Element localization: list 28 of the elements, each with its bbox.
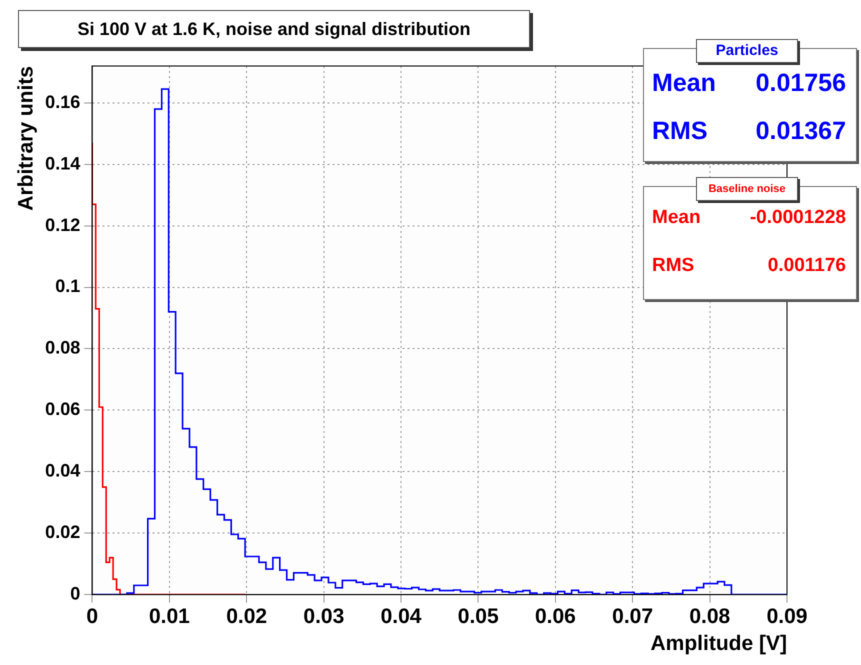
text: RMS 0.01367 [652,117,846,145]
y-tick-label: 0.16 [45,92,80,112]
x-axis-title: Amplitude [V] [650,632,787,656]
y-tick-label: 0.12 [45,214,80,235]
x-tick-label: 0.06 [534,604,576,628]
text: Particles [696,39,798,63]
y-tick-label: 0.02 [45,522,80,542]
chart-title: Si 100 V at 1.6 K, noise and signal distribution [18,10,530,48]
y-tick-label: 0.04 [45,460,80,481]
x-tick-label: 0.08 [689,604,731,628]
y-tick-label: 0.06 [45,399,80,420]
x-tick-label: 0.07 [612,604,654,628]
text: RMS 0.001176 [652,255,846,276]
y-tick-label: 0 [70,584,80,604]
x-tick-label: 0.03 [303,604,344,628]
y-tick-label: 0.1 [55,276,80,296]
y-axis-title: Arbitrary units [14,66,38,211]
text: Baseline noise [696,177,798,201]
text: Mean -0.0001228 [652,207,846,228]
x-tick-label: 0.02 [226,604,268,628]
x-tick-label: 0.09 [766,604,808,628]
x-tick-label: 0 [86,604,98,628]
y-tick-label: 0.14 [45,153,80,174]
x-tick-label: 0.01 [148,604,190,628]
y-tick-label: 0.08 [45,338,80,358]
x-tick-label: 0.05 [458,604,499,628]
text: Mean 0.01756 [652,69,846,97]
x-tick-label: 0.04 [380,604,422,628]
